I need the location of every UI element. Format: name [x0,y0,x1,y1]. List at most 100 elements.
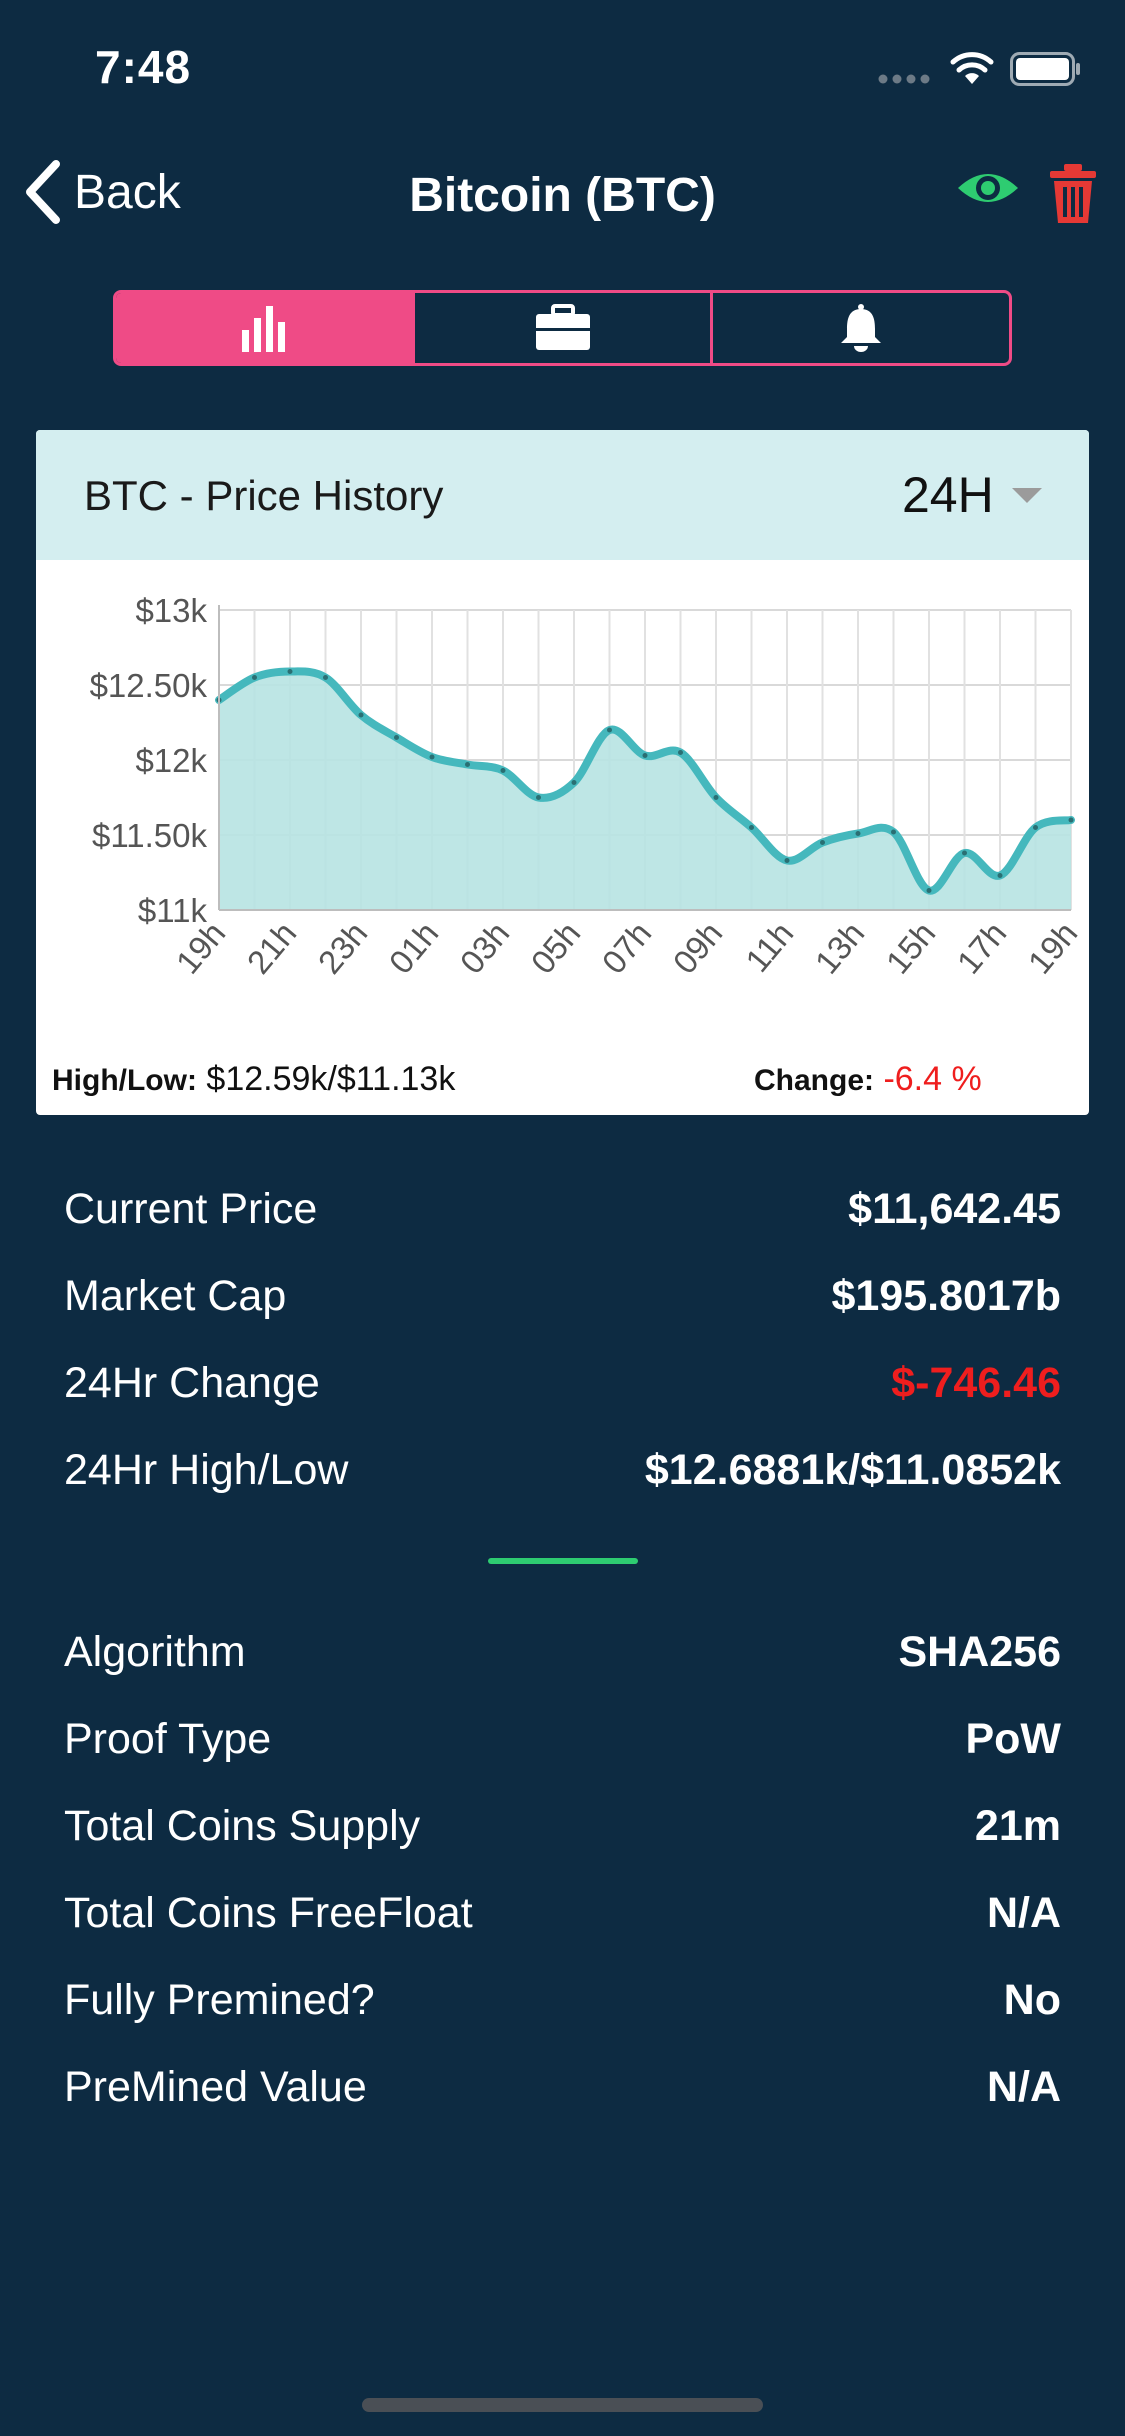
details-label: Total Coins Supply [64,1802,421,1850]
details-row: Algorithm SHA256 [64,1628,1061,1684]
y-tick-label: $13k [135,592,207,629]
stats-label: Market Cap [64,1272,287,1320]
data-point [997,873,1003,878]
details-value: N/A [986,1889,1061,1937]
stats-value: $-746.46 [891,1359,1061,1407]
change-value: -6.4 % [883,1060,982,1098]
chart-title: BTC - Price History [84,472,444,519]
eye-icon[interactable] [955,168,1021,208]
data-point [962,850,967,856]
price-history-card: $13k $12.50k $12k $11.50k $11k 19h 21h 23h 01h 03… [36,430,1089,1115]
data-point [607,727,612,733]
x-tick-label: 13h [808,915,872,981]
details-value: SHA256 [898,1628,1061,1676]
x-tick-label: 19h [1021,915,1085,981]
cellular-signal-icon [878,74,930,84]
data-point [678,750,683,755]
stats-value: $195.8017b [831,1272,1061,1320]
x-tick-label: 11h [738,915,800,979]
time-range-dropdown[interactable]: 24H [902,466,1042,524]
x-tick-label: 01h [382,915,446,981]
details-row: Fully Premined? No [64,1976,1061,2032]
data-point [571,780,577,785]
y-tick-label: $11.50k [92,817,207,854]
y-tick-label: $12.50k [90,667,208,704]
tab-chart[interactable] [116,293,412,363]
stats-row: 24Hr Change $-746.46 [64,1359,1061,1415]
data-point [287,669,293,674]
stats-row: 24Hr High/Low $12.6881k/$11.0852k [64,1446,1061,1502]
x-tick-label: 17h [950,915,1014,981]
stats-label: Current Price [64,1185,318,1233]
tab-portfolio[interactable] [411,293,711,363]
home-indicator [362,2398,763,2412]
x-tick-label: 03h [453,915,517,981]
caret-down-icon [1011,487,1042,503]
details-row: Proof Type PoW [64,1715,1061,1771]
stats-row: Market Cap $195.8017b [64,1272,1061,1328]
details-value: PoW [965,1715,1061,1763]
x-tick-label: 15h [879,915,943,981]
time-range-value: 24H [902,467,994,523]
change-summary: Change: -6.4 % [754,1060,982,1099]
data-point [465,762,470,767]
price-history-chart: $13k $12.50k $12k $11.50k $11k 19h 21h 23h 01h 03… [90,592,1085,981]
battery-icon [1010,52,1080,86]
details-label: PreMined Value [64,2063,367,2111]
data-point [536,795,541,800]
details-row: Total Coins Supply 21m [64,1802,1061,1858]
data-point [749,825,754,830]
x-tick-label: 05h [524,915,588,981]
stats-row: Current Price $11,642.45 [64,1185,1061,1241]
data-point [358,712,364,718]
data-point [820,840,825,845]
wifi-icon [950,52,994,84]
high-low-label: High/Low: [52,1064,197,1097]
data-point [1033,825,1038,830]
x-tick-label: 07h [595,915,659,981]
data-point [252,675,257,680]
data-point [891,829,896,835]
bar-chart-icon [241,306,285,352]
data-point [713,795,719,800]
bell-icon [841,304,882,352]
y-tick-label: $11k [138,892,208,929]
details-value: N/A [986,2063,1061,2111]
details-row: PreMined Value N/A [64,2063,1061,2119]
x-tick-label: 23h [311,915,375,981]
stats-value: $11,642.45 [848,1185,1061,1233]
view-segmented-control [113,290,1012,366]
back-label: Back [74,165,181,219]
data-point [323,675,328,680]
data-point [642,753,648,758]
tab-alerts[interactable] [710,293,1009,363]
data-point [1068,817,1074,823]
data-point [500,768,506,773]
stats-value: $12.6881k/$11.0852k [644,1446,1061,1494]
change-label: Change: [754,1064,874,1097]
card-header: BTC - Price History 24H [36,430,1089,560]
high-low-value: $12.59k/$11.13k [206,1060,456,1098]
details-label: Total Coins FreeFloat [64,1889,473,1937]
details-row: Total Coins FreeFloat N/A [64,1889,1061,1945]
back-button[interactable]: Back [22,160,181,224]
details-value: No [1003,1976,1061,2024]
details-label: Algorithm [64,1628,246,1676]
data-point [784,858,790,863]
x-tick-label: 09h [666,915,730,981]
details-label: Fully Premined? [64,1976,375,2024]
data-point [394,735,399,740]
briefcase-icon [535,304,590,350]
stats-label: 24Hr Change [64,1359,320,1407]
trash-icon[interactable] [1048,163,1098,225]
y-tick-label: $12k [135,742,207,779]
details-value: 21m [974,1802,1061,1850]
data-point [855,831,861,836]
data-point [429,754,435,760]
status-time: 7:48 [95,41,192,93]
high-low-summary: High/Low: $12.59k/$11.13k [52,1060,455,1099]
x-tick-label: 21h [240,915,304,981]
stats-label: 24Hr High/Low [64,1446,349,1494]
details-label: Proof Type [64,1715,272,1763]
section-divider [488,1558,638,1564]
